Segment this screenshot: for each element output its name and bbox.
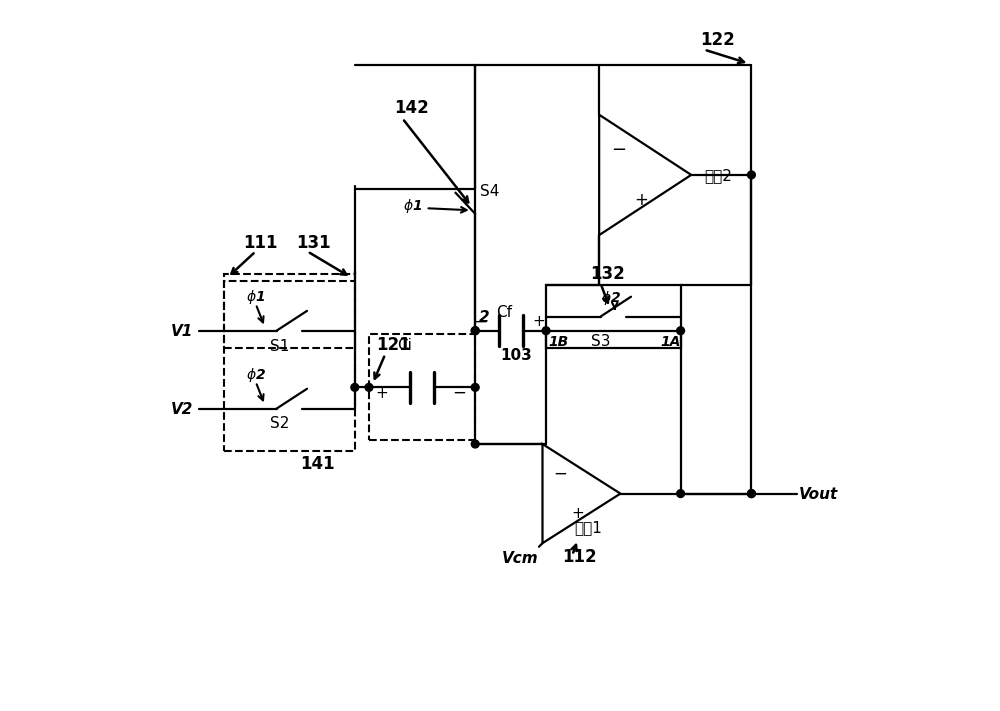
- Text: 1B: 1B: [548, 336, 568, 349]
- Text: −: −: [553, 465, 567, 483]
- Text: 112: 112: [562, 548, 597, 566]
- Text: S1: S1: [270, 338, 289, 353]
- Text: 141: 141: [300, 455, 335, 473]
- Bar: [224, 274, 355, 348]
- Text: +: +: [635, 191, 649, 209]
- Bar: [369, 334, 475, 441]
- Text: +: +: [533, 314, 545, 329]
- Text: 121: 121: [376, 336, 411, 354]
- Text: S2: S2: [270, 417, 289, 432]
- Text: 142: 142: [394, 100, 429, 117]
- Text: Vcm: Vcm: [501, 551, 538, 566]
- Text: V2: V2: [171, 402, 193, 417]
- Circle shape: [471, 327, 479, 335]
- Text: S4: S4: [480, 184, 500, 199]
- Text: Vout: Vout: [799, 487, 838, 502]
- Bar: [546, 284, 681, 348]
- Circle shape: [471, 440, 479, 448]
- Text: Ci: Ci: [397, 338, 412, 353]
- Text: $\phi$1: $\phi$1: [246, 288, 266, 306]
- Circle shape: [748, 490, 755, 498]
- Text: 2: 2: [479, 310, 489, 325]
- Circle shape: [351, 383, 359, 391]
- Text: −: −: [473, 312, 487, 331]
- Text: 122: 122: [700, 31, 734, 49]
- Text: 132: 132: [591, 265, 625, 283]
- Text: +: +: [375, 386, 388, 401]
- Circle shape: [748, 171, 755, 178]
- Text: −: −: [453, 384, 467, 402]
- Circle shape: [471, 383, 479, 391]
- Text: S3: S3: [591, 334, 610, 349]
- Text: 103: 103: [500, 348, 532, 363]
- Bar: [224, 281, 355, 451]
- Circle shape: [365, 383, 373, 391]
- Circle shape: [677, 327, 684, 335]
- Text: 131: 131: [296, 234, 331, 252]
- Text: 运放2: 运放2: [704, 168, 732, 183]
- Text: $\phi$1: $\phi$1: [403, 198, 422, 215]
- Text: Cf: Cf: [496, 304, 512, 319]
- Text: +: +: [572, 506, 584, 521]
- Text: V1: V1: [171, 324, 193, 339]
- Text: 111: 111: [244, 234, 278, 252]
- Text: 1A: 1A: [661, 336, 681, 349]
- Circle shape: [677, 490, 684, 498]
- Text: 运放1: 运放1: [574, 520, 602, 535]
- Text: $\phi$2: $\phi$2: [246, 366, 266, 384]
- Circle shape: [748, 490, 755, 498]
- Text: −: −: [611, 141, 626, 159]
- Circle shape: [471, 327, 479, 335]
- Circle shape: [542, 327, 550, 335]
- Text: $\phi$2: $\phi$2: [601, 289, 621, 307]
